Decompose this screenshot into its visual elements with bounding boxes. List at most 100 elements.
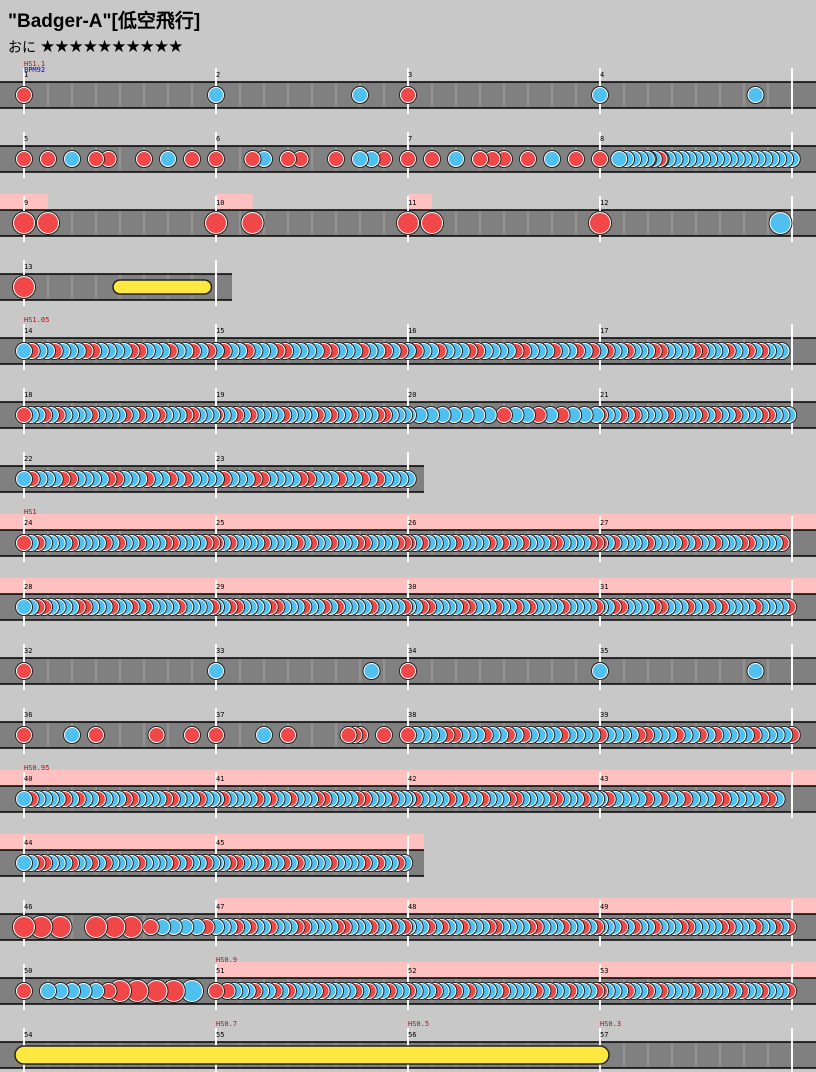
don-note <box>17 88 31 102</box>
measure-number: 35 <box>600 647 608 655</box>
don-note <box>89 152 103 166</box>
don-note <box>127 981 148 1001</box>
ka-note <box>17 792 31 806</box>
ka-note <box>17 600 31 614</box>
don-note <box>41 152 55 166</box>
measure-number: 56 <box>408 1031 416 1039</box>
don-note <box>242 213 263 233</box>
don-note <box>377 152 391 166</box>
measure-number: 37 <box>216 711 224 719</box>
ka-note <box>353 152 367 166</box>
don-note <box>104 917 125 937</box>
scroll-speed-label: HS0.3 <box>600 1020 621 1028</box>
don-note <box>14 277 34 297</box>
don-note <box>206 213 226 233</box>
don-note <box>485 152 500 166</box>
measure-number: 13 <box>24 263 32 271</box>
gogo-band <box>0 834 216 850</box>
measure-number: 14 <box>24 327 32 335</box>
don-note <box>101 152 116 166</box>
ka-note <box>748 88 763 102</box>
gogo-band <box>408 194 432 210</box>
don-note <box>569 152 583 166</box>
ka-note <box>545 152 559 166</box>
don-note <box>143 920 158 934</box>
don-note <box>14 917 34 937</box>
measure-number: 48 <box>408 903 416 911</box>
don-note <box>341 728 356 742</box>
measure-number: 55 <box>216 1031 224 1039</box>
measure-number: 17 <box>600 327 608 335</box>
don-note <box>31 917 52 937</box>
ka-note <box>612 152 627 166</box>
ka-note <box>65 152 79 166</box>
gogo-band <box>408 898 600 914</box>
drumroll-note <box>14 1045 610 1065</box>
gogo-band <box>600 898 816 914</box>
don-note <box>401 152 415 166</box>
ka-note <box>593 664 607 678</box>
ka-note <box>65 728 79 742</box>
bpm-label: BPM92 <box>24 66 45 74</box>
measure-number: 3 <box>408 71 412 79</box>
gogo-band <box>216 834 424 850</box>
scroll-speed-label: HS0.9 <box>216 956 237 964</box>
ka-note <box>209 664 223 678</box>
don-note <box>281 152 295 166</box>
drumroll-note <box>112 279 213 295</box>
measure-number: 57 <box>600 1031 608 1039</box>
don-note <box>163 981 184 1001</box>
gogo-band <box>216 194 253 210</box>
ka-note <box>353 88 367 102</box>
ka-note <box>209 88 223 102</box>
measure-number: 42 <box>408 775 416 783</box>
scroll-speed-label: HS1 <box>24 508 37 516</box>
ka-note <box>17 856 31 870</box>
measure-number: 27 <box>600 519 608 527</box>
scroll-speed-label: HS0.5 <box>408 1020 429 1028</box>
don-note <box>590 213 610 233</box>
measure-number: 38 <box>408 711 416 719</box>
measure-number: 36 <box>24 711 32 719</box>
measure-number: 43 <box>600 775 608 783</box>
scroll-speed-label: HS1.1 <box>24 60 45 68</box>
scroll-speed-label: HS0.7 <box>216 1020 237 1028</box>
measure-number: 52 <box>408 967 416 975</box>
ka-note <box>53 984 68 998</box>
don-note <box>17 408 31 422</box>
don-note <box>101 984 116 998</box>
gogo-band <box>600 962 816 978</box>
measure-number: 54 <box>24 1031 32 1039</box>
don-note <box>293 152 308 166</box>
measure-number: 25 <box>216 519 224 527</box>
measure-number: 8 <box>600 135 604 143</box>
ka-note <box>257 728 271 742</box>
measure-number: 28 <box>24 583 32 591</box>
don-note <box>121 917 142 937</box>
measure-number: 46 <box>24 903 32 911</box>
measure-number: 44 <box>24 839 32 847</box>
don-note <box>137 152 151 166</box>
measure-number: 31 <box>600 583 608 591</box>
ka-note <box>748 664 763 678</box>
don-note <box>245 152 260 166</box>
measure-number: 23 <box>216 455 224 463</box>
scroll-speed-label: HS1.05 <box>24 316 49 324</box>
measure-number: 19 <box>216 391 224 399</box>
ka-note <box>182 981 202 1001</box>
measure-number: 33 <box>216 647 224 655</box>
measure-number: 53 <box>600 967 608 975</box>
measure-number: 9 <box>24 199 28 207</box>
ka-note <box>449 152 463 166</box>
don-note <box>209 152 223 166</box>
don-note <box>209 728 223 742</box>
measure-number: 7 <box>408 135 412 143</box>
don-note <box>146 981 167 1001</box>
don-note <box>401 728 415 742</box>
don-note <box>401 88 415 102</box>
measure-number: 50 <box>24 967 32 975</box>
don-note <box>425 152 439 166</box>
don-note <box>89 728 103 742</box>
measure-number: 16 <box>408 327 416 335</box>
